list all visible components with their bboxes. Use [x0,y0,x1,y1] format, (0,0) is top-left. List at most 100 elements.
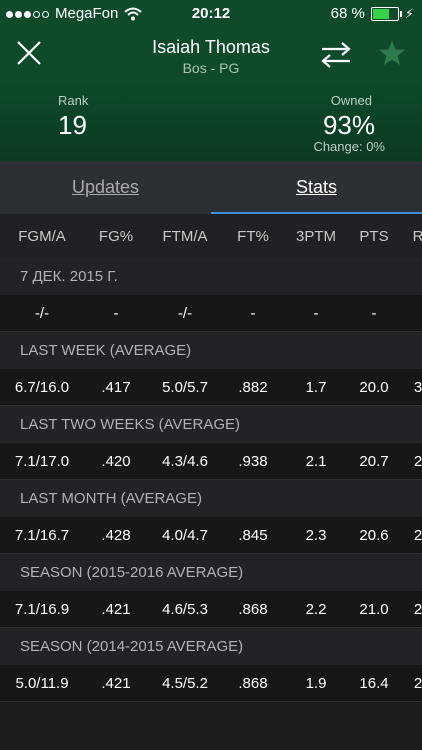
stat-value: 7.1/17.0 [14,453,70,470]
section-title: SEASON (2015-2016 AVERAGE) [20,564,244,581]
column-header: 3PTM [295,228,336,245]
stat-value: .417 [101,379,131,396]
status-right: 68 % ⚡ [331,5,414,22]
stat-value: -/- [177,305,193,322]
stat-value: 2.1 [305,453,327,470]
section-title: LAST MONTH (AVERAGE) [20,490,202,507]
player-header: Isaiah Thomas Bos - PG [0,26,422,82]
stat-value: .882 [238,379,268,396]
row-divider [0,627,422,628]
stat-value: 2 [413,601,422,618]
row-divider [0,479,422,480]
section-title: 7 ДЕК. 2015 Г. [20,268,118,285]
stat-value: .420 [101,453,131,470]
stat-value: 20.6 [359,527,389,544]
status-bar: MegaFon 20:12 68 % ⚡ [0,0,422,26]
stat-value: 2.3 [305,527,327,544]
stat-value: 4.3/4.6 [162,453,208,470]
stat-value: 7.1/16.7 [14,527,70,544]
stat-value: .938 [238,453,268,470]
charging-bolt-icon: ⚡ [404,5,414,21]
signal-strength-icon [6,5,51,22]
section-title: SEASON (2014-2015 AVERAGE) [20,638,244,655]
stat-value: .868 [238,675,268,692]
stat-value: 2 [413,453,422,470]
column-header: FTM/A [162,228,208,245]
stat-value: 5.0/11.9 [15,675,69,692]
player-title: Isaiah Thomas Bos - PG [0,37,422,76]
stat-value: .428 [101,527,131,544]
stat-value: 6.7/16.0 [14,379,70,396]
stat-value: 16.4 [359,675,389,692]
stat-value: 21.0 [359,601,389,618]
swap-icon[interactable] [318,40,354,70]
table-row: 7.1/16.7 .428 4.0/4.7 .845 2.3 20.6 2 [0,517,422,554]
row-divider [0,405,422,406]
row-divider [0,553,422,554]
section-title: LAST WEEK (AVERAGE) [20,342,192,359]
table-row: 6.7/16.0 .417 5.0/5.7 .882 1.7 20.0 3 [0,369,422,406]
stat-value: 7.1/16.9 [14,601,70,618]
stats-section-header: LAST TWO WEEKS (AVERAGE) [0,406,422,443]
tab-bar: Updates Stats [0,161,422,214]
stat-value: .421 [101,675,131,692]
stats-column-header: FGM/A FG% FTM/A FT% 3PTM PTS R [0,214,422,258]
stats-section-header: LAST WEEK (AVERAGE) [0,332,422,369]
section-title: LAST TWO WEEKS (AVERAGE) [20,416,241,433]
close-icon[interactable] [16,40,42,66]
stat-value: - [313,305,319,322]
stats-section-header: 7 ДЕК. 2015 Г. [0,258,422,295]
stat-value: .845 [238,527,268,544]
stat-value: 2 [413,527,422,544]
stat-value: 1.9 [305,675,327,692]
stat-value: .421 [101,601,131,618]
table-row: -/- - -/- - - - [0,295,422,332]
active-tab-indicator [211,212,422,214]
stat-value: - [250,305,256,322]
column-header: PTS [359,228,389,245]
battery-icon [370,6,402,21]
owned-label: Owned [330,93,372,108]
stat-value: - [371,305,377,322]
stat-value: 20.0 [359,379,389,396]
stat-value: -/- [34,305,50,322]
star-icon[interactable] [378,39,406,67]
stats-section-header: SEASON (2014-2015 AVERAGE) [0,628,422,665]
rank-panel: Rank 19 Owned 93% Change: 0% [0,82,422,161]
stat-value: 2.2 [305,601,327,618]
tab-updates[interactable]: Updates [71,177,140,197]
carrier-name: MegaFon [55,5,119,22]
column-header: FG% [98,228,134,245]
table-row: 7.1/17.0 .420 4.3/4.6 .938 2.1 20.7 2 [0,443,422,480]
stat-value: 1.7 [305,379,327,396]
table-row: 5.0/11.9 .421 4.5/5.2 .868 1.9 16.4 2 [0,665,422,702]
status-left: MegaFon [6,5,143,22]
rank-label: Rank [58,93,89,108]
column-header: FT% [237,228,269,245]
owned-value: 93% [322,110,375,140]
status-time: 20:12 [191,5,231,22]
stat-value: 3 [413,379,422,396]
column-header: FGM/A [18,228,66,245]
owned-change: Change: 0% [313,139,385,154]
player-name: Isaiah Thomas [152,37,270,57]
row-divider [0,701,422,702]
stat-value: 2 [413,675,422,692]
tab-stats[interactable]: Stats [295,177,338,197]
player-team-position: Bos - PG [182,60,240,76]
stats-section-header: LAST MONTH (AVERAGE) [0,480,422,517]
stat-value: 4.5/5.2 [162,675,208,692]
stat-value: .868 [238,601,268,618]
column-header: R [412,228,422,245]
rank-value: 19 [58,110,87,140]
row-divider [0,331,422,332]
battery-percent: 68 % [330,5,365,22]
stat-value: 20.7 [359,453,389,470]
stat-value: 4.0/4.7 [162,527,208,544]
wifi-icon [124,7,143,20]
stat-value: 4.6/5.3 [162,601,208,618]
stat-value: - [113,305,119,322]
stat-value: 5.0/5.7 [162,379,208,396]
table-row: 7.1/16.9 .421 4.6/5.3 .868 2.2 21.0 2 [0,591,422,628]
stats-section-header: SEASON (2015-2016 AVERAGE) [0,554,422,591]
